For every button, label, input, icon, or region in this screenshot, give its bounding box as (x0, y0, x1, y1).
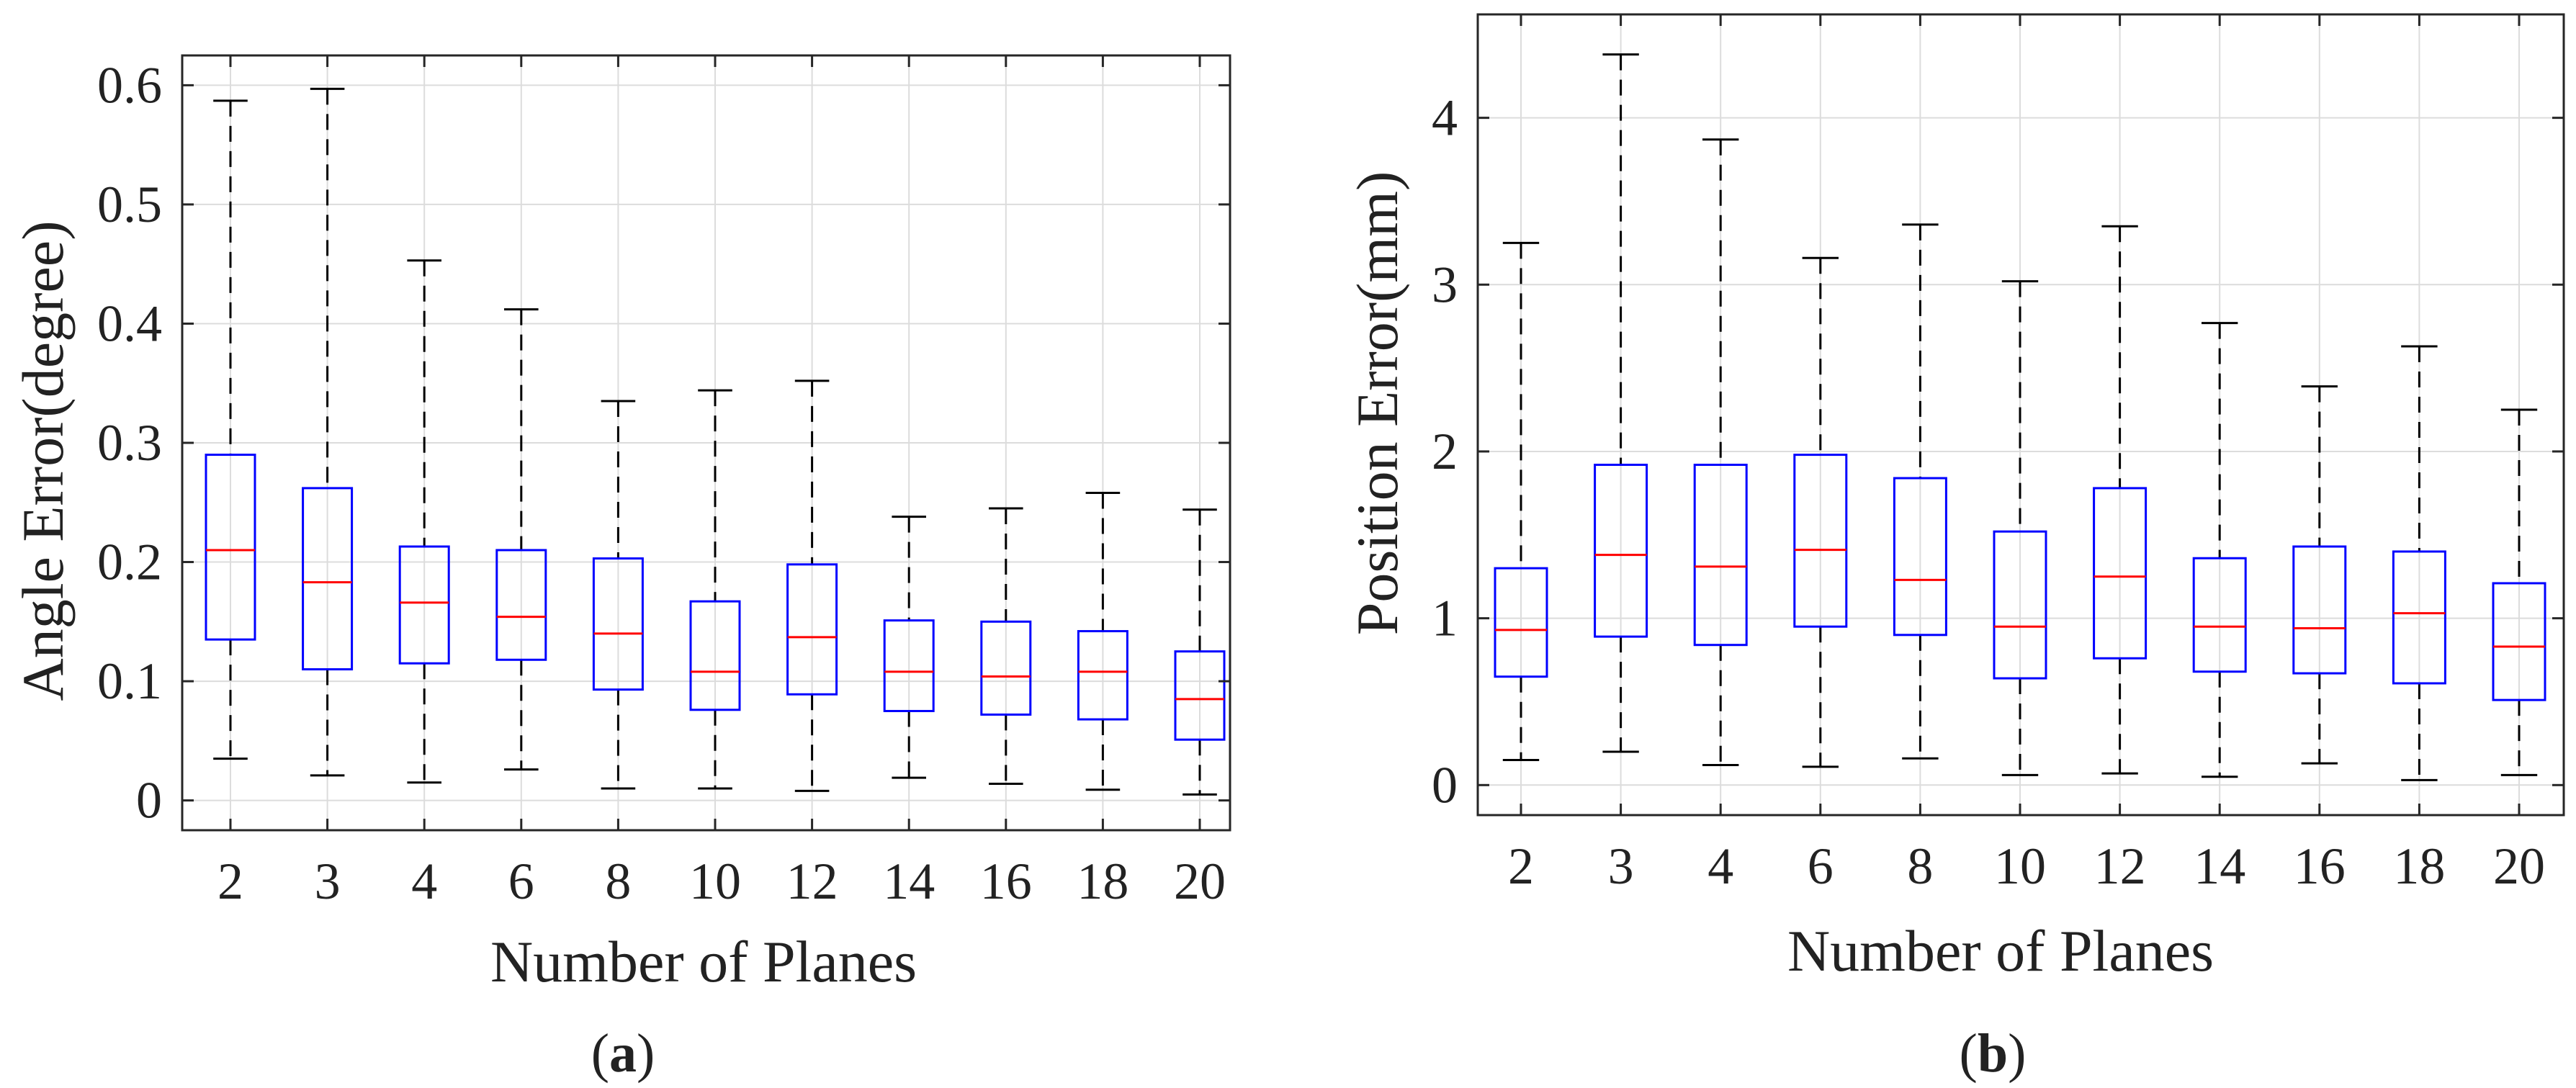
iqr-box (2093, 487, 2148, 660)
x-tick-label-a: 10 (689, 853, 741, 910)
iqr-box (495, 549, 547, 661)
x-tick-label-b: 14 (2194, 837, 2245, 895)
x-tick-label-b: 12 (2094, 837, 2146, 895)
box-b-8 (1893, 223, 1947, 760)
y-tick-label-a: 0.2 (97, 534, 162, 591)
box-b-2 (1494, 241, 1548, 762)
x-tick-label-b: 4 (1707, 837, 1733, 895)
x-tick-label-a: 2 (217, 853, 243, 910)
x-tick-label-b: 8 (1907, 837, 1933, 895)
x-axis-title-a: Number of Planes (490, 929, 917, 994)
iqr-box (302, 487, 354, 671)
y-tick-label-b: 4 (1432, 89, 1458, 147)
iqr-box (205, 454, 256, 641)
x-tick-label-a: 8 (605, 853, 631, 910)
iqr-box (1494, 567, 1548, 678)
iqr-box (689, 600, 741, 711)
caption-a: (a) (591, 1023, 655, 1084)
box-a-16 (980, 507, 1032, 785)
x-axis-title-b: Number of Planes (1787, 918, 2214, 984)
y-tick-label-a: 0 (136, 772, 162, 830)
iqr-box (1077, 630, 1128, 721)
x-tick-label-b: 10 (1994, 837, 2046, 895)
x-tick-label-a: 12 (786, 853, 838, 910)
iqr-box (1594, 464, 1648, 638)
y-tick-label-b: 0 (1432, 756, 1458, 814)
y-tick-label-a: 0.1 (97, 652, 162, 710)
box-a-20 (1174, 508, 1226, 796)
y-tick-label-b: 2 (1432, 423, 1458, 480)
iqr-box (1693, 464, 1748, 647)
caption-a-open: ( (591, 1023, 609, 1084)
iqr-box (2492, 582, 2546, 701)
caption-b-open: ( (1960, 1023, 1978, 1084)
box-a-12 (786, 379, 838, 792)
box-a-14 (883, 516, 935, 779)
iqr-box (1793, 454, 1848, 628)
x-tick-label-b: 18 (2393, 837, 2445, 895)
y-axis-title-b: Position Error(mm) (1345, 171, 1410, 636)
x-tick-label-a: 3 (315, 853, 341, 910)
x-tick-label-a: 6 (508, 853, 534, 910)
y-tick-label-a: 0.3 (97, 414, 162, 472)
box-a-8 (592, 400, 644, 790)
x-tick-label-b: 2 (1508, 837, 1534, 895)
iqr-box (2292, 545, 2347, 675)
x-tick-label-a: 18 (1077, 853, 1128, 910)
x-tick-label-a: 14 (883, 853, 935, 910)
box-a-2 (205, 99, 256, 760)
box-b-4 (1693, 138, 1748, 766)
box-a-10 (689, 389, 741, 790)
box-b-3 (1594, 53, 1648, 753)
box-a-6 (495, 308, 547, 771)
boxes-a (205, 87, 1226, 796)
caption-a-close: ) (637, 1023, 655, 1084)
box-b-12 (2093, 225, 2148, 775)
caption-a-letter: a (609, 1023, 637, 1084)
y-tick-label-a: 0.5 (97, 176, 162, 233)
box-a-18 (1077, 492, 1128, 791)
box-b-10 (1993, 280, 2047, 776)
iqr-box (398, 545, 450, 665)
iqr-box (1174, 650, 1226, 741)
y-tick-label-a: 0.4 (97, 295, 162, 352)
iqr-box (786, 563, 838, 696)
y-tick-label-b: 3 (1432, 256, 1458, 313)
caption-b: (b) (1960, 1023, 2027, 1084)
y-tick-label-a: 0.6 (97, 56, 162, 114)
y-axis-title-a: Angle Error(degree) (10, 220, 76, 701)
x-tick-label-b: 16 (2294, 837, 2346, 895)
iqr-box (592, 557, 644, 691)
x-tick-label-b: 6 (1808, 837, 1834, 895)
iqr-box (1893, 477, 1947, 637)
iqr-box (2392, 550, 2446, 685)
box-b-6 (1793, 256, 1848, 768)
box-b-14 (2192, 322, 2247, 778)
x-tick-label-a: 16 (980, 853, 1032, 910)
box-b-16 (2292, 385, 2347, 765)
axes-a: 0 0.1 0.2 0.3 0.4 0.5 0.6 2 3 4 6 8 10 12 14 16 18 20 (97, 54, 1231, 910)
x-tick-label-b: 20 (2493, 837, 2545, 895)
chart-panel-a: 0 0.1 0.2 0.3 0.4 0.5 0.6 2 3 4 6 8 10 12 14 16 18 20 Num… (10, 54, 1231, 994)
boxes-b (1494, 53, 2546, 781)
iqr-box (1993, 530, 2047, 680)
box-b-20 (2492, 408, 2546, 776)
box-a-3 (302, 87, 354, 777)
iqr-box (883, 619, 935, 712)
iqr-box (2192, 557, 2247, 673)
box-a-4 (398, 259, 450, 784)
x-tick-label-a: 4 (411, 853, 437, 910)
caption-b-close: ) (2008, 1023, 2026, 1084)
x-tick-label-a: 20 (1174, 853, 1226, 910)
box-b-18 (2392, 345, 2446, 781)
iqr-box (980, 620, 1032, 716)
caption-b-letter: b (1978, 1023, 2008, 1084)
y-tick-label-b: 1 (1432, 590, 1458, 647)
x-tick-label-b: 3 (1608, 837, 1634, 895)
